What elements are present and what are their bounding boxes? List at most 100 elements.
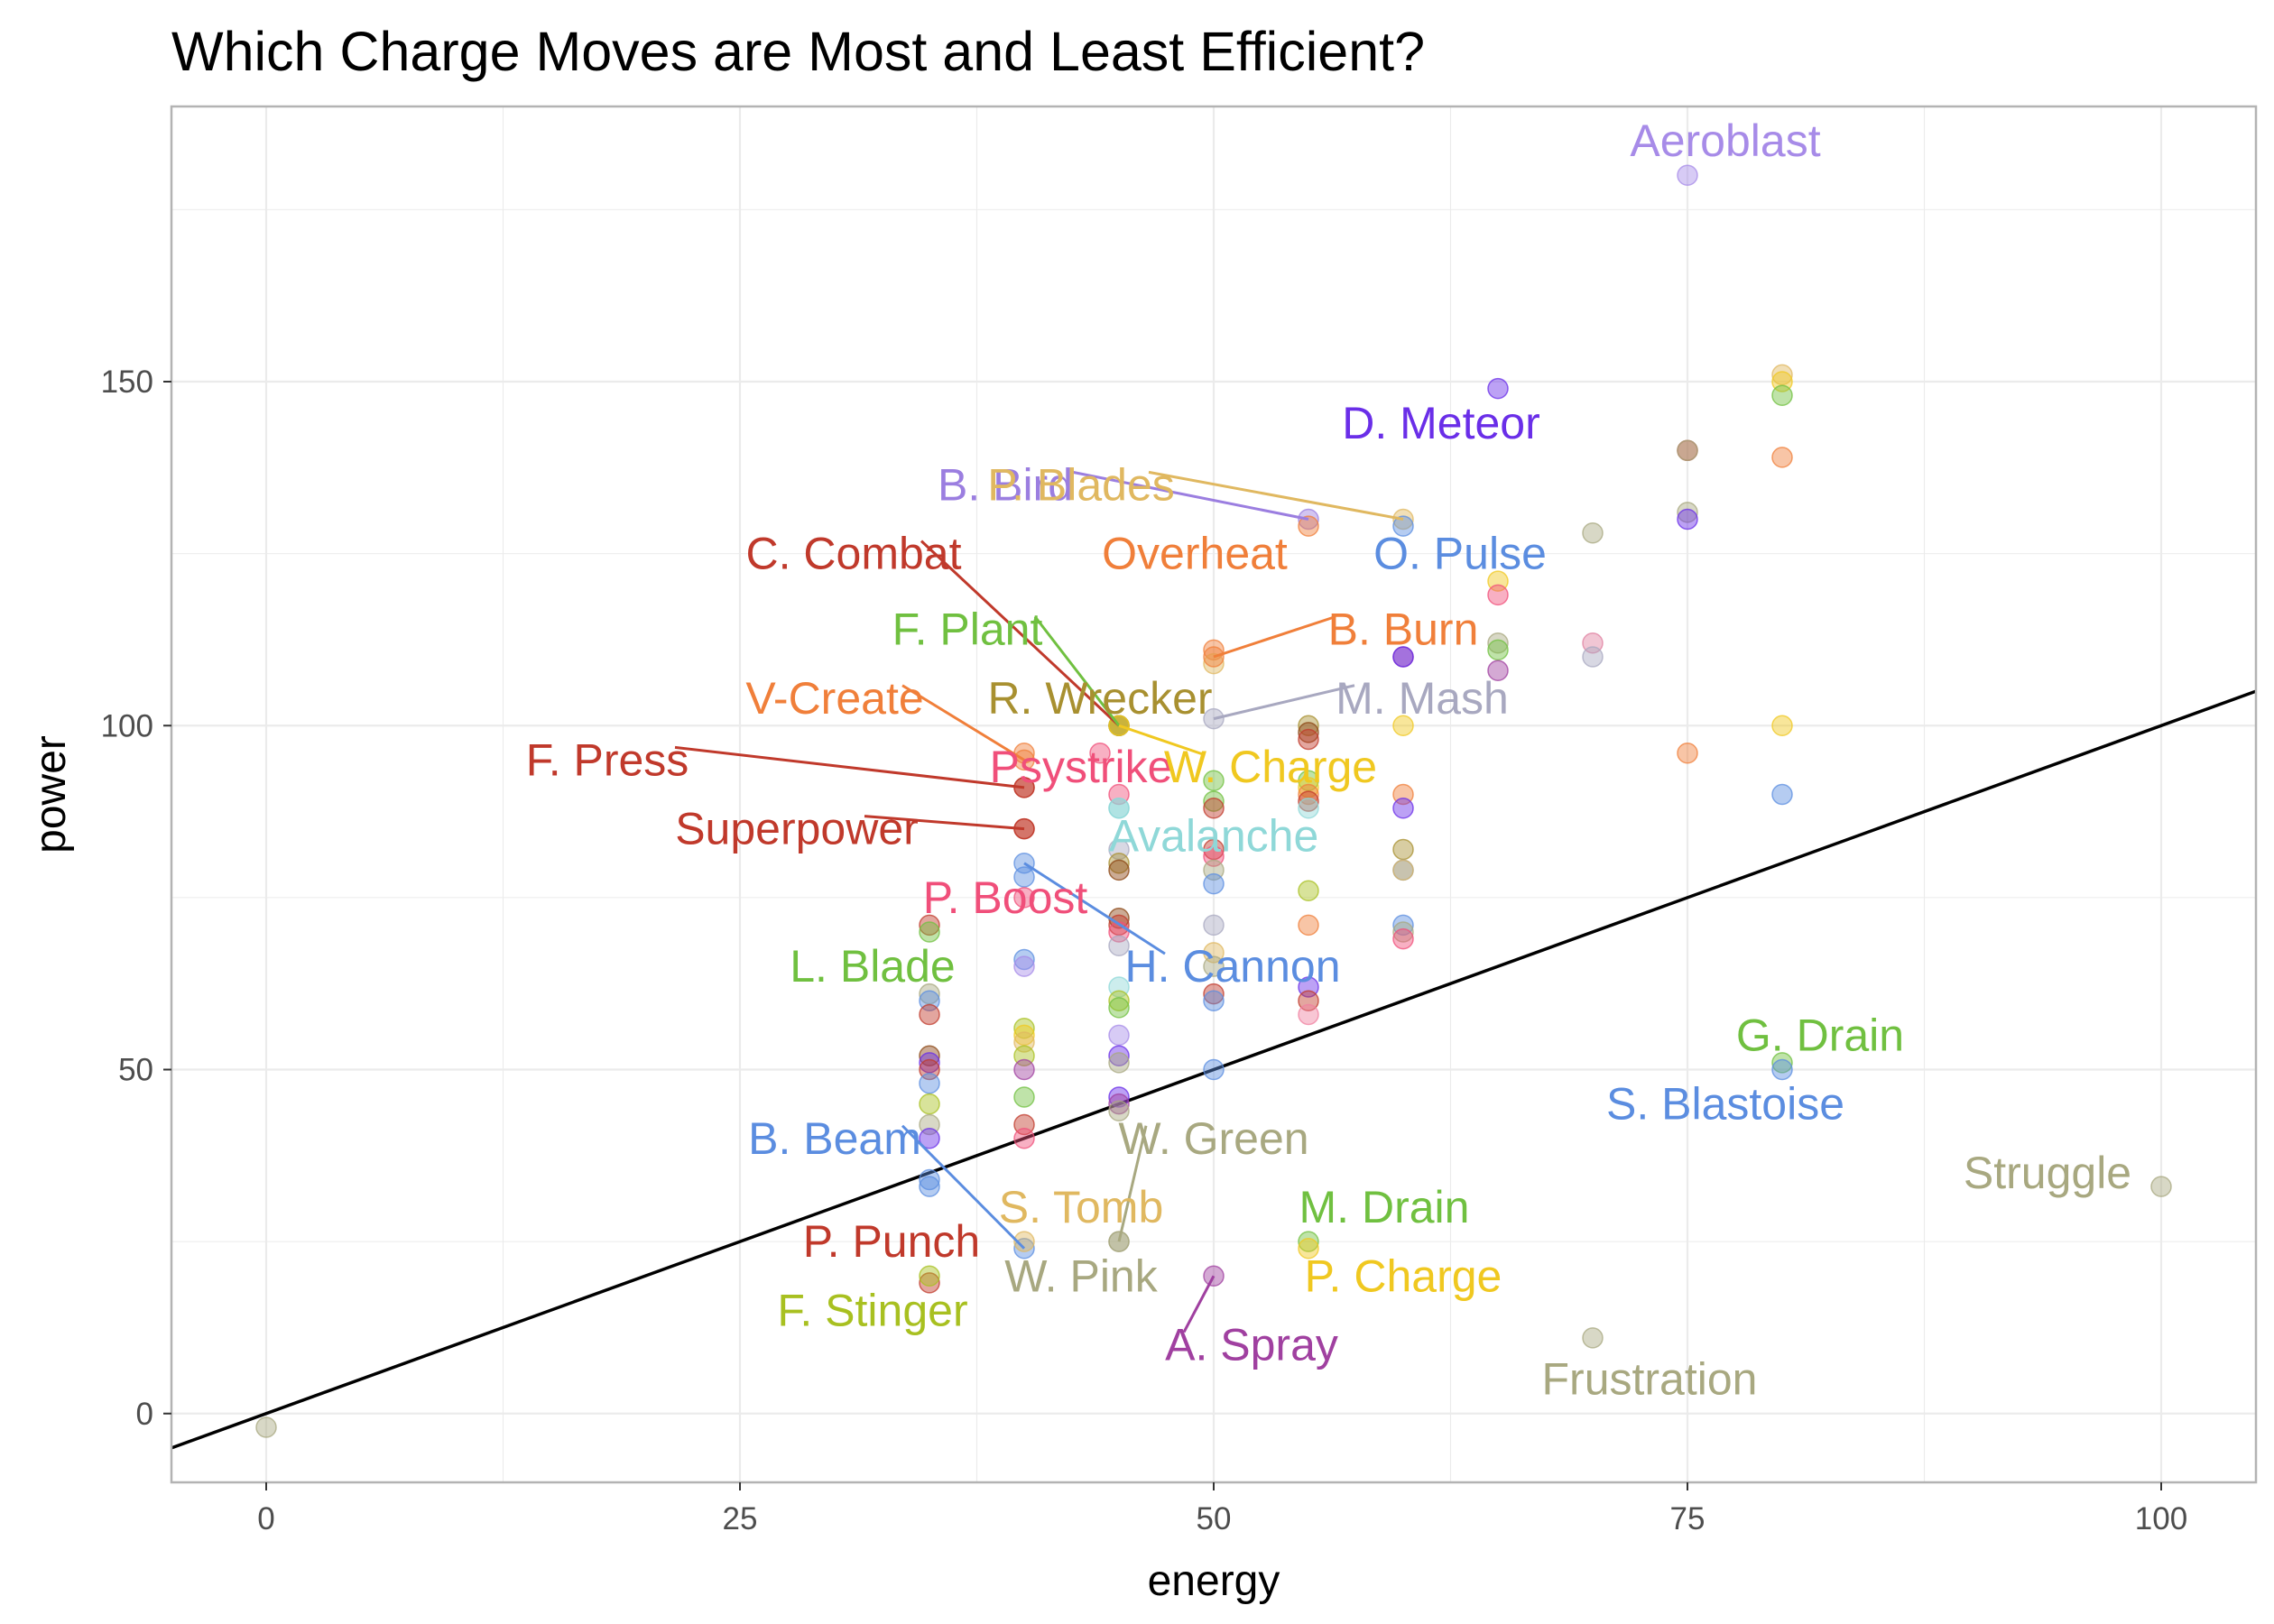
data-point	[1298, 1003, 1319, 1026]
point-label: F. Stinger	[777, 1285, 967, 1335]
data-point	[1487, 377, 1509, 400]
y-tick-label: 150	[101, 364, 153, 400]
point-label: O. Pulse	[1373, 529, 1547, 579]
data-point	[919, 1003, 940, 1026]
leader-line	[674, 745, 1025, 789]
data-point	[1203, 955, 1225, 977]
data-point	[1392, 921, 1414, 943]
data-point	[1298, 515, 1319, 537]
data-point	[919, 1052, 940, 1074]
reference-line-y-equals-x	[171, 689, 2257, 1450]
point-label: W. Pink	[1004, 1250, 1158, 1301]
data-point	[1392, 927, 1414, 950]
data-point	[1487, 660, 1509, 681]
point-label: C. Combat	[746, 529, 962, 579]
data-point	[919, 1073, 940, 1094]
leader-line	[1118, 724, 1204, 756]
data-point	[2150, 1176, 2172, 1197]
y-axis-title: power	[27, 735, 75, 854]
leader-line	[901, 1124, 1026, 1250]
data-point	[1108, 990, 1130, 1011]
data-point	[1203, 1058, 1225, 1081]
data-point	[1298, 1238, 1319, 1260]
point-label: R. Wrecker	[987, 673, 1212, 724]
point-label: S. Tomb	[999, 1182, 1164, 1232]
point-label: W. Green	[1118, 1113, 1308, 1164]
leader-line	[1213, 615, 1336, 659]
leader-line	[1182, 1275, 1216, 1333]
data-point	[1677, 743, 1698, 764]
x-tick-label: 0	[257, 1501, 274, 1536]
data-point	[1771, 1058, 1793, 1081]
data-point	[1392, 859, 1414, 881]
point-label: Avalanche	[1109, 810, 1319, 861]
data-point	[1108, 1024, 1130, 1047]
data-point	[1392, 515, 1414, 537]
data-point	[1108, 1093, 1130, 1115]
point-label: M. Drain	[1299, 1182, 1470, 1232]
y-tick-label: 0	[136, 1397, 153, 1432]
data-point	[919, 914, 940, 937]
data-point	[1089, 743, 1111, 764]
point-label: W. Charge	[1164, 742, 1377, 792]
point-label: Frustration	[1542, 1354, 1758, 1405]
data-point	[1203, 838, 1225, 861]
data-point	[1298, 914, 1319, 937]
data-point	[1677, 508, 1698, 531]
point-label: A. Spray	[1165, 1320, 1338, 1370]
data-point	[919, 1265, 940, 1287]
y-tick-label: 100	[101, 708, 153, 743]
data-point	[1771, 364, 1793, 386]
leader-line	[1072, 470, 1309, 521]
point-label: P. Charge	[1305, 1250, 1502, 1301]
data-point	[1298, 728, 1319, 751]
data-point	[1108, 1052, 1130, 1074]
data-point	[1392, 646, 1414, 668]
data-point	[255, 1416, 277, 1438]
leader-line	[1148, 470, 1404, 521]
data-point	[1298, 798, 1319, 819]
point-label: Superpower	[675, 804, 919, 854]
data-point	[1013, 1128, 1035, 1149]
grid-lines	[171, 106, 2256, 1482]
data-point	[1298, 1231, 1319, 1252]
point-label: D. Meteor	[1342, 398, 1540, 448]
data-point	[1203, 990, 1225, 1011]
data-point	[1108, 1045, 1130, 1066]
x-tick-label: 50	[1197, 1501, 1232, 1536]
x-tick-label: 75	[1670, 1501, 1706, 1536]
data-point	[1108, 997, 1130, 1019]
data-point	[1013, 1086, 1035, 1108]
label-leader-lines	[674, 470, 1404, 1333]
data-point	[1013, 887, 1035, 909]
data-point	[1108, 1100, 1130, 1121]
leader-line	[920, 540, 1121, 727]
data-point	[1298, 790, 1319, 812]
data-point	[919, 1176, 940, 1197]
data-point	[919, 1272, 940, 1294]
data-point	[1771, 384, 1793, 406]
data-point	[1771, 783, 1793, 806]
y-tick-label: 50	[118, 1053, 153, 1088]
point-label: F. Press	[526, 734, 689, 785]
x-axis-title: energy	[1148, 1557, 1280, 1605]
point-label: F. Plant	[892, 604, 1043, 655]
point-label: G. Drain	[1736, 1010, 1904, 1060]
data-point	[1771, 715, 1793, 736]
data-point	[1677, 164, 1698, 186]
data-point	[1108, 935, 1130, 956]
data-point	[1487, 632, 1509, 654]
data-point	[1013, 1024, 1035, 1047]
reference-line	[171, 689, 2257, 1450]
data-point	[1487, 584, 1509, 606]
leader-line	[1213, 684, 1355, 721]
data-point	[1013, 1231, 1035, 1252]
point-label: B. Bird	[938, 459, 1073, 510]
x-tick-label: 100	[2135, 1501, 2187, 1536]
data-point	[1108, 859, 1130, 881]
chart-title: Which Charge Moves are Most and Least Ef…	[171, 21, 1425, 82]
data-point	[1203, 770, 1225, 791]
leader-line	[1117, 1125, 1148, 1242]
